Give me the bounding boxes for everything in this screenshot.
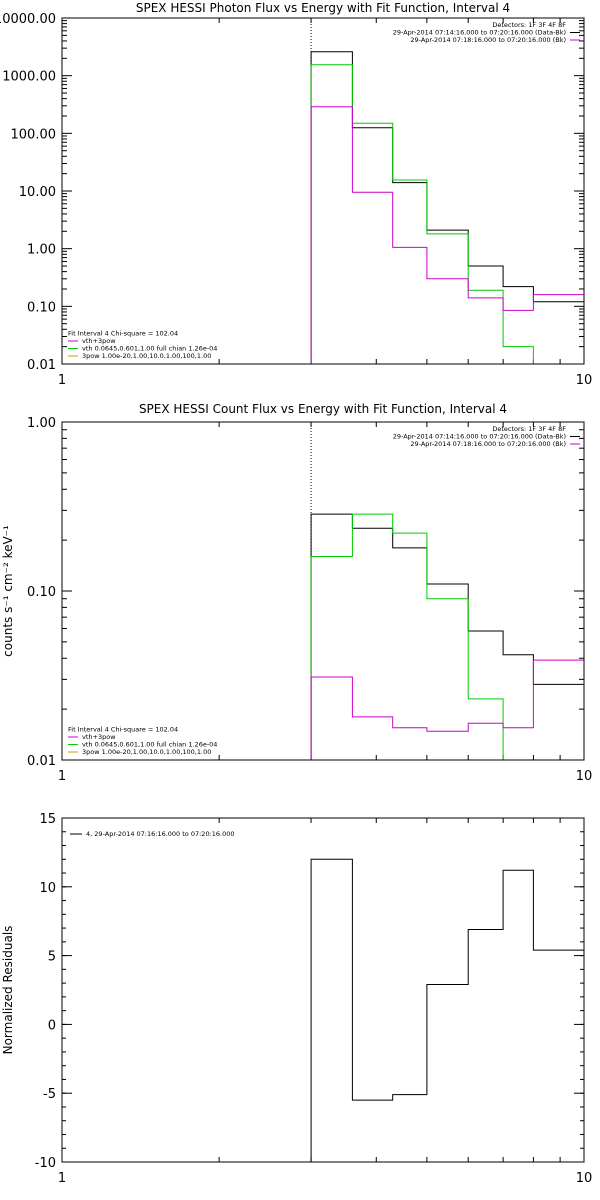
chart-panel-2: SPEX HESSI Count Flux vs Energy with Fit… (1, 402, 593, 784)
legend-bottom-entry: vth 0.0645,0.601,1.00 full chian 1.26e-0… (82, 741, 217, 749)
series-step-line-1 (310, 858, 584, 1162)
legend-bottom-entry: 3pow 1.00e-20,1.00,10.0,1.00,100,1.00 (82, 748, 211, 756)
legend-bottom-entry: vth+3pow (82, 337, 116, 345)
y-tick-label: 0.01 (27, 754, 56, 769)
x-tick-label: 1 (58, 373, 66, 388)
legend-bottom-entry: vth 0.0645,0.601,1.00 full chian 1.26e-0… (82, 345, 217, 353)
y-tick-label: 100.00 (11, 127, 57, 142)
y-tick-label: 10000.00 (0, 12, 56, 27)
legend-bottom-entry: vth+3pow (82, 733, 116, 741)
y-tick-label: 15 (39, 812, 56, 827)
y-tick-label: -10 (35, 1156, 56, 1171)
chart-title: SPEX HESSI Photon Flux vs Energy with Fi… (136, 1, 510, 15)
series-group (310, 51, 584, 364)
series-step-line-3 (310, 106, 584, 364)
y-tick-label: 10 (39, 881, 56, 896)
legend-top-entry: Detectors: 1F 3F 4F 8F (492, 425, 566, 433)
chart-title: SPEX HESSI Count Flux vs Energy with Fit… (139, 402, 507, 416)
plot-frame (61, 421, 585, 761)
y-tick-label: 10.00 (19, 185, 56, 200)
series-step-line-3 (310, 659, 584, 760)
x-tick-label: 10 (576, 769, 593, 784)
y-tick-label: 0.01 (27, 358, 56, 373)
series-step-line-2 (310, 513, 504, 760)
legend-top-entry: 29-Apr-2014 07:18:16.000 to 07:20:16.000… (410, 36, 566, 44)
chart-panel-1: SPEX HESSI Photon Flux vs Energy with Fi… (0, 1, 592, 388)
y-axis-label: counts s⁻¹ cm⁻² keV⁻¹ (1, 525, 15, 657)
y-tick-label: 1.00 (27, 416, 56, 431)
x-tick-label: 1 (58, 1171, 66, 1186)
y-tick-label: 0 (48, 1018, 56, 1033)
series-group (310, 513, 584, 760)
legend-top-entry: 29-Apr-2014 07:18:16.000 to 07:20:16.000… (410, 440, 566, 448)
legend-bottom-entry: 3pow 1.00e-20,1.00,10.0,1.00,100,1.00 (82, 352, 211, 360)
y-tick-label: 5 (48, 950, 56, 965)
chart-panel-3: Normalized Residuals 15 10 5 0 -5 -101 10 4, 29-… (1, 812, 592, 1186)
legend-top-entry: 29-Apr-2014 07:14:16.000 to 07:20:16.000… (393, 433, 566, 441)
y-tick-label: -5 (43, 1087, 56, 1102)
plot-frame (61, 817, 585, 1163)
y-tick-label: 0.10 (27, 300, 56, 315)
series-step-line-2 (310, 64, 534, 364)
y-tick-label: 1.00 (27, 243, 56, 258)
plot-frame (61, 17, 585, 365)
legend-top-entry: 29-Apr-2014 07:14:16.000 to 07:20:16.000… (393, 29, 566, 37)
legend-top-entry: Detectors: 1F 3F 4F 8F (492, 21, 566, 29)
y-tick-label: 1000.00 (2, 70, 56, 85)
x-tick-label: 1 (58, 769, 66, 784)
legend-bottom-entry: Fit Interval 4 Chi-square = 102.04 (68, 330, 178, 338)
series-group (310, 858, 584, 1162)
x-tick-label: 10 (576, 1171, 593, 1186)
y-axis-label: Normalized Residuals (1, 926, 15, 1055)
y-tick-label: 0.10 (27, 585, 56, 600)
legend-left-entry: 4, 29-Apr-2014 07:16:16.000 to 07:20:16.… (86, 830, 235, 838)
x-tick-label: 10 (576, 373, 593, 388)
legend-bottom-entry: Fit Interval 4 Chi-square = 102.04 (68, 726, 178, 734)
